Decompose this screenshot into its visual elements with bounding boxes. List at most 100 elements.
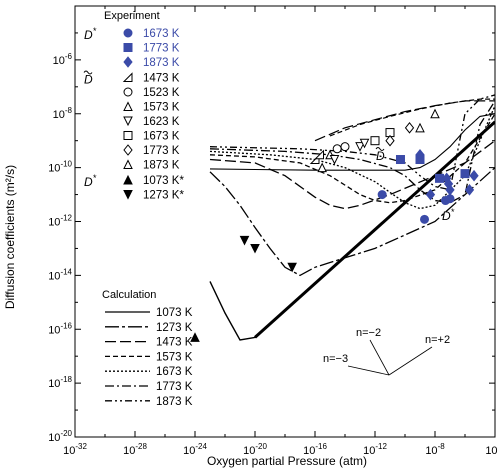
x-tick-label: 10-8 bbox=[425, 442, 445, 457]
legend-calc-label: 1573 K bbox=[156, 351, 193, 363]
slope-label: n=+2 bbox=[425, 334, 450, 346]
legend-calc-label: 1773 K bbox=[156, 381, 193, 393]
x-axis-label: Oxygen partial Pressure (atm) bbox=[207, 454, 367, 468]
legend-label: 1873 K bbox=[143, 160, 180, 172]
data-point bbox=[377, 190, 387, 200]
legend-marker bbox=[123, 56, 133, 68]
data-point bbox=[355, 142, 365, 152]
legend-label: 1673 K bbox=[143, 28, 180, 40]
legend-marker bbox=[123, 174, 133, 185]
data-point bbox=[445, 194, 455, 204]
annotation-dtilde-tilde bbox=[375, 147, 385, 151]
calc-line-7 bbox=[209, 94, 495, 191]
y-tick-label: 10-8 bbox=[53, 106, 73, 121]
legend-label: 1073 K* bbox=[143, 175, 184, 187]
calculation-curves bbox=[209, 94, 495, 341]
legend-marker bbox=[123, 43, 133, 52]
y-axis-label: Diffusion coefficients (m²/s) bbox=[3, 165, 17, 309]
calc-line-0 bbox=[209, 121, 495, 341]
legend-calc-label: 1673 K bbox=[156, 366, 193, 378]
data-point bbox=[239, 235, 250, 246]
legend-label: 1773 K bbox=[143, 145, 180, 157]
legend-label: 1623 K bbox=[143, 116, 180, 128]
x-tick-label: 10-24 bbox=[183, 442, 207, 457]
data-point bbox=[317, 162, 327, 173]
annotation-dstar: D* bbox=[442, 207, 455, 223]
calc-line-6 bbox=[209, 100, 495, 204]
legend-label: 1573 K bbox=[143, 102, 180, 114]
calc-line-2 bbox=[209, 167, 495, 277]
legend-d-symbol-tilde bbox=[83, 70, 93, 75]
slope-label: n=−2 bbox=[356, 327, 381, 339]
slope-guide bbox=[388, 346, 433, 376]
plot-border bbox=[74, 5, 496, 438]
slope-guide bbox=[369, 339, 390, 376]
data-point bbox=[359, 138, 370, 149]
legend-label: 1273 K* bbox=[143, 190, 184, 202]
y-tick-label: 10-6 bbox=[53, 52, 73, 67]
legend-calc-label: 1273 K bbox=[156, 322, 193, 334]
data-point bbox=[430, 108, 440, 119]
y-tick-label: 10-18 bbox=[48, 375, 72, 390]
legend-label: 1523 K bbox=[143, 87, 180, 99]
legend-marker bbox=[123, 144, 133, 156]
legend-marker bbox=[123, 101, 133, 111]
legend-marker bbox=[123, 190, 133, 200]
legend-calc-label: 1073 K bbox=[156, 307, 193, 319]
y-tick-label: 10-12 bbox=[48, 214, 72, 229]
calc-line-1 bbox=[209, 113, 495, 171]
legend-label: 1873 K bbox=[143, 57, 180, 69]
calc-line-8 bbox=[314, 100, 495, 142]
calc-line-9 bbox=[329, 98, 495, 137]
y-tick-label: 10-10 bbox=[48, 160, 72, 175]
plot-frame bbox=[74, 5, 496, 438]
legend-d-symbol: D* bbox=[84, 26, 97, 42]
legend-marker bbox=[123, 28, 133, 38]
calc-line-3 bbox=[209, 140, 495, 210]
axes: 10-32 10-28 10-24 10-20 10-16 10-12 10-8 10-4 10… bbox=[48, 5, 498, 457]
data-point bbox=[332, 144, 342, 154]
legend-marker bbox=[123, 131, 133, 140]
data-point bbox=[250, 243, 260, 254]
data-point bbox=[314, 149, 325, 160]
data-point bbox=[420, 214, 430, 224]
legend-calc-label: 1473 K bbox=[156, 337, 193, 349]
legend-calc-label: 1873 K bbox=[156, 396, 193, 408]
experiment-points bbox=[190, 108, 479, 342]
x-tick-label: 10-28 bbox=[123, 442, 147, 457]
data-point bbox=[190, 332, 200, 342]
annotation-dtilde: D bbox=[376, 149, 385, 163]
data-point bbox=[340, 142, 350, 152]
data-point bbox=[469, 169, 479, 182]
x-tick-label: 10-32 bbox=[63, 442, 87, 457]
legend-marker bbox=[123, 159, 133, 169]
y-tick-label: 10-20 bbox=[48, 429, 72, 444]
x-tick-label: 10-20 bbox=[243, 442, 267, 457]
legend-experiment-title: Experiment bbox=[104, 10, 160, 22]
slope-label: n=−3 bbox=[323, 353, 348, 365]
legend-calculation-title: Calculation bbox=[102, 289, 156, 301]
y-tick-label: 10-14 bbox=[48, 267, 72, 282]
legend: Experiment D* 1673 K 1773 K 1873 K D 1473 K 152… bbox=[83, 10, 193, 408]
legend-d-symbol: D* bbox=[84, 173, 97, 189]
data-point bbox=[415, 122, 425, 133]
annotations: D D* n=−2 n=−3 n=+2 bbox=[323, 147, 455, 376]
legend-marker bbox=[122, 72, 133, 82]
legend-marker bbox=[123, 87, 133, 97]
legend-label: 1473 K bbox=[143, 73, 180, 85]
data-point bbox=[287, 262, 297, 273]
data-point bbox=[445, 184, 455, 196]
data-point bbox=[425, 188, 436, 201]
data-point bbox=[329, 155, 340, 165]
data-point bbox=[464, 184, 475, 196]
data-point bbox=[404, 122, 415, 134]
legend-d-symbol: D bbox=[84, 73, 93, 87]
data-point bbox=[395, 155, 405, 165]
data-point bbox=[385, 134, 395, 147]
legend-label: 1773 K bbox=[143, 43, 180, 55]
dstar-boundary-line bbox=[253, 120, 495, 339]
data-point bbox=[370, 136, 380, 146]
x-tick-label: 10-4 bbox=[485, 442, 498, 457]
x-tick-label: 10-16 bbox=[303, 442, 327, 457]
